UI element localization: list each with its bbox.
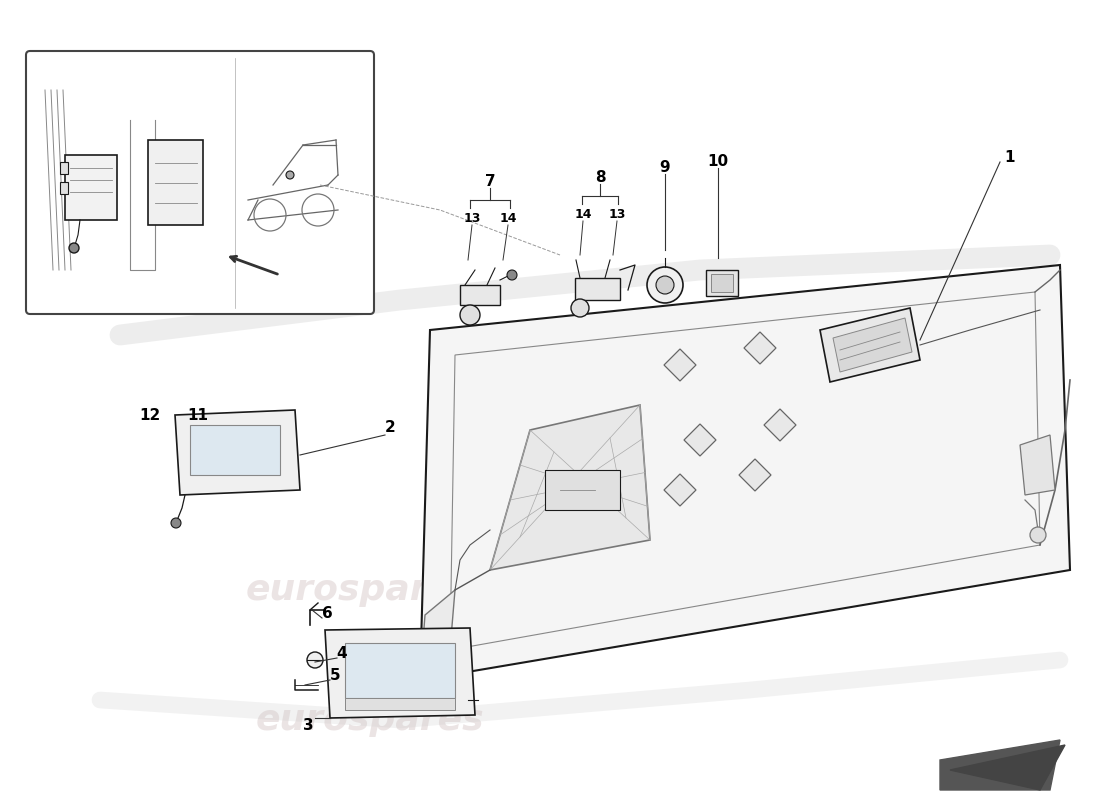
Polygon shape [744, 332, 775, 364]
Bar [148, 140, 204, 225]
Text: 3: 3 [302, 718, 313, 733]
Polygon shape [324, 628, 475, 718]
Bar [60, 182, 68, 194]
Bar [345, 698, 455, 710]
Polygon shape [664, 349, 696, 381]
Polygon shape [739, 459, 771, 491]
Circle shape [647, 267, 683, 303]
Text: 5: 5 [330, 667, 340, 682]
Circle shape [507, 270, 517, 280]
Text: 6: 6 [321, 606, 332, 621]
Circle shape [69, 243, 79, 253]
Circle shape [1030, 527, 1046, 543]
FancyBboxPatch shape [26, 51, 374, 314]
Polygon shape [833, 318, 912, 372]
Circle shape [286, 171, 294, 179]
Polygon shape [824, 334, 856, 366]
Text: 14: 14 [574, 207, 592, 221]
Bar [65, 155, 117, 220]
Polygon shape [420, 590, 455, 680]
Text: 8: 8 [595, 170, 605, 186]
Text: 4: 4 [337, 646, 348, 661]
Bar [460, 285, 500, 305]
Polygon shape [950, 745, 1065, 790]
Bar [544, 470, 620, 510]
Polygon shape [684, 424, 716, 456]
Bar [345, 643, 455, 698]
Circle shape [170, 518, 182, 528]
Polygon shape [175, 410, 300, 495]
Text: 13: 13 [608, 207, 626, 221]
Text: eurospares: eurospares [245, 573, 474, 607]
Bar [706, 270, 738, 296]
Text: 9: 9 [660, 161, 670, 175]
Bar [711, 274, 733, 292]
Text: 2: 2 [385, 421, 395, 435]
Bar [190, 425, 280, 475]
Polygon shape [490, 405, 650, 570]
Polygon shape [664, 474, 696, 506]
Polygon shape [420, 265, 1070, 680]
Polygon shape [764, 409, 796, 441]
Text: 14: 14 [499, 211, 517, 225]
Text: 1: 1 [1004, 150, 1015, 166]
Bar [575, 278, 620, 300]
Text: eurospares: eurospares [255, 703, 484, 737]
Bar [60, 162, 68, 174]
Text: 13: 13 [463, 211, 481, 225]
Text: 10: 10 [707, 154, 728, 169]
Text: eurospares: eurospares [606, 353, 834, 387]
Polygon shape [1020, 435, 1055, 495]
Circle shape [307, 652, 323, 668]
Text: 11: 11 [187, 407, 209, 422]
Text: 12: 12 [140, 407, 161, 422]
Circle shape [571, 299, 588, 317]
Text: 7: 7 [485, 174, 495, 190]
Circle shape [656, 276, 674, 294]
Polygon shape [940, 740, 1060, 790]
Polygon shape [820, 308, 920, 382]
Circle shape [460, 305, 480, 325]
